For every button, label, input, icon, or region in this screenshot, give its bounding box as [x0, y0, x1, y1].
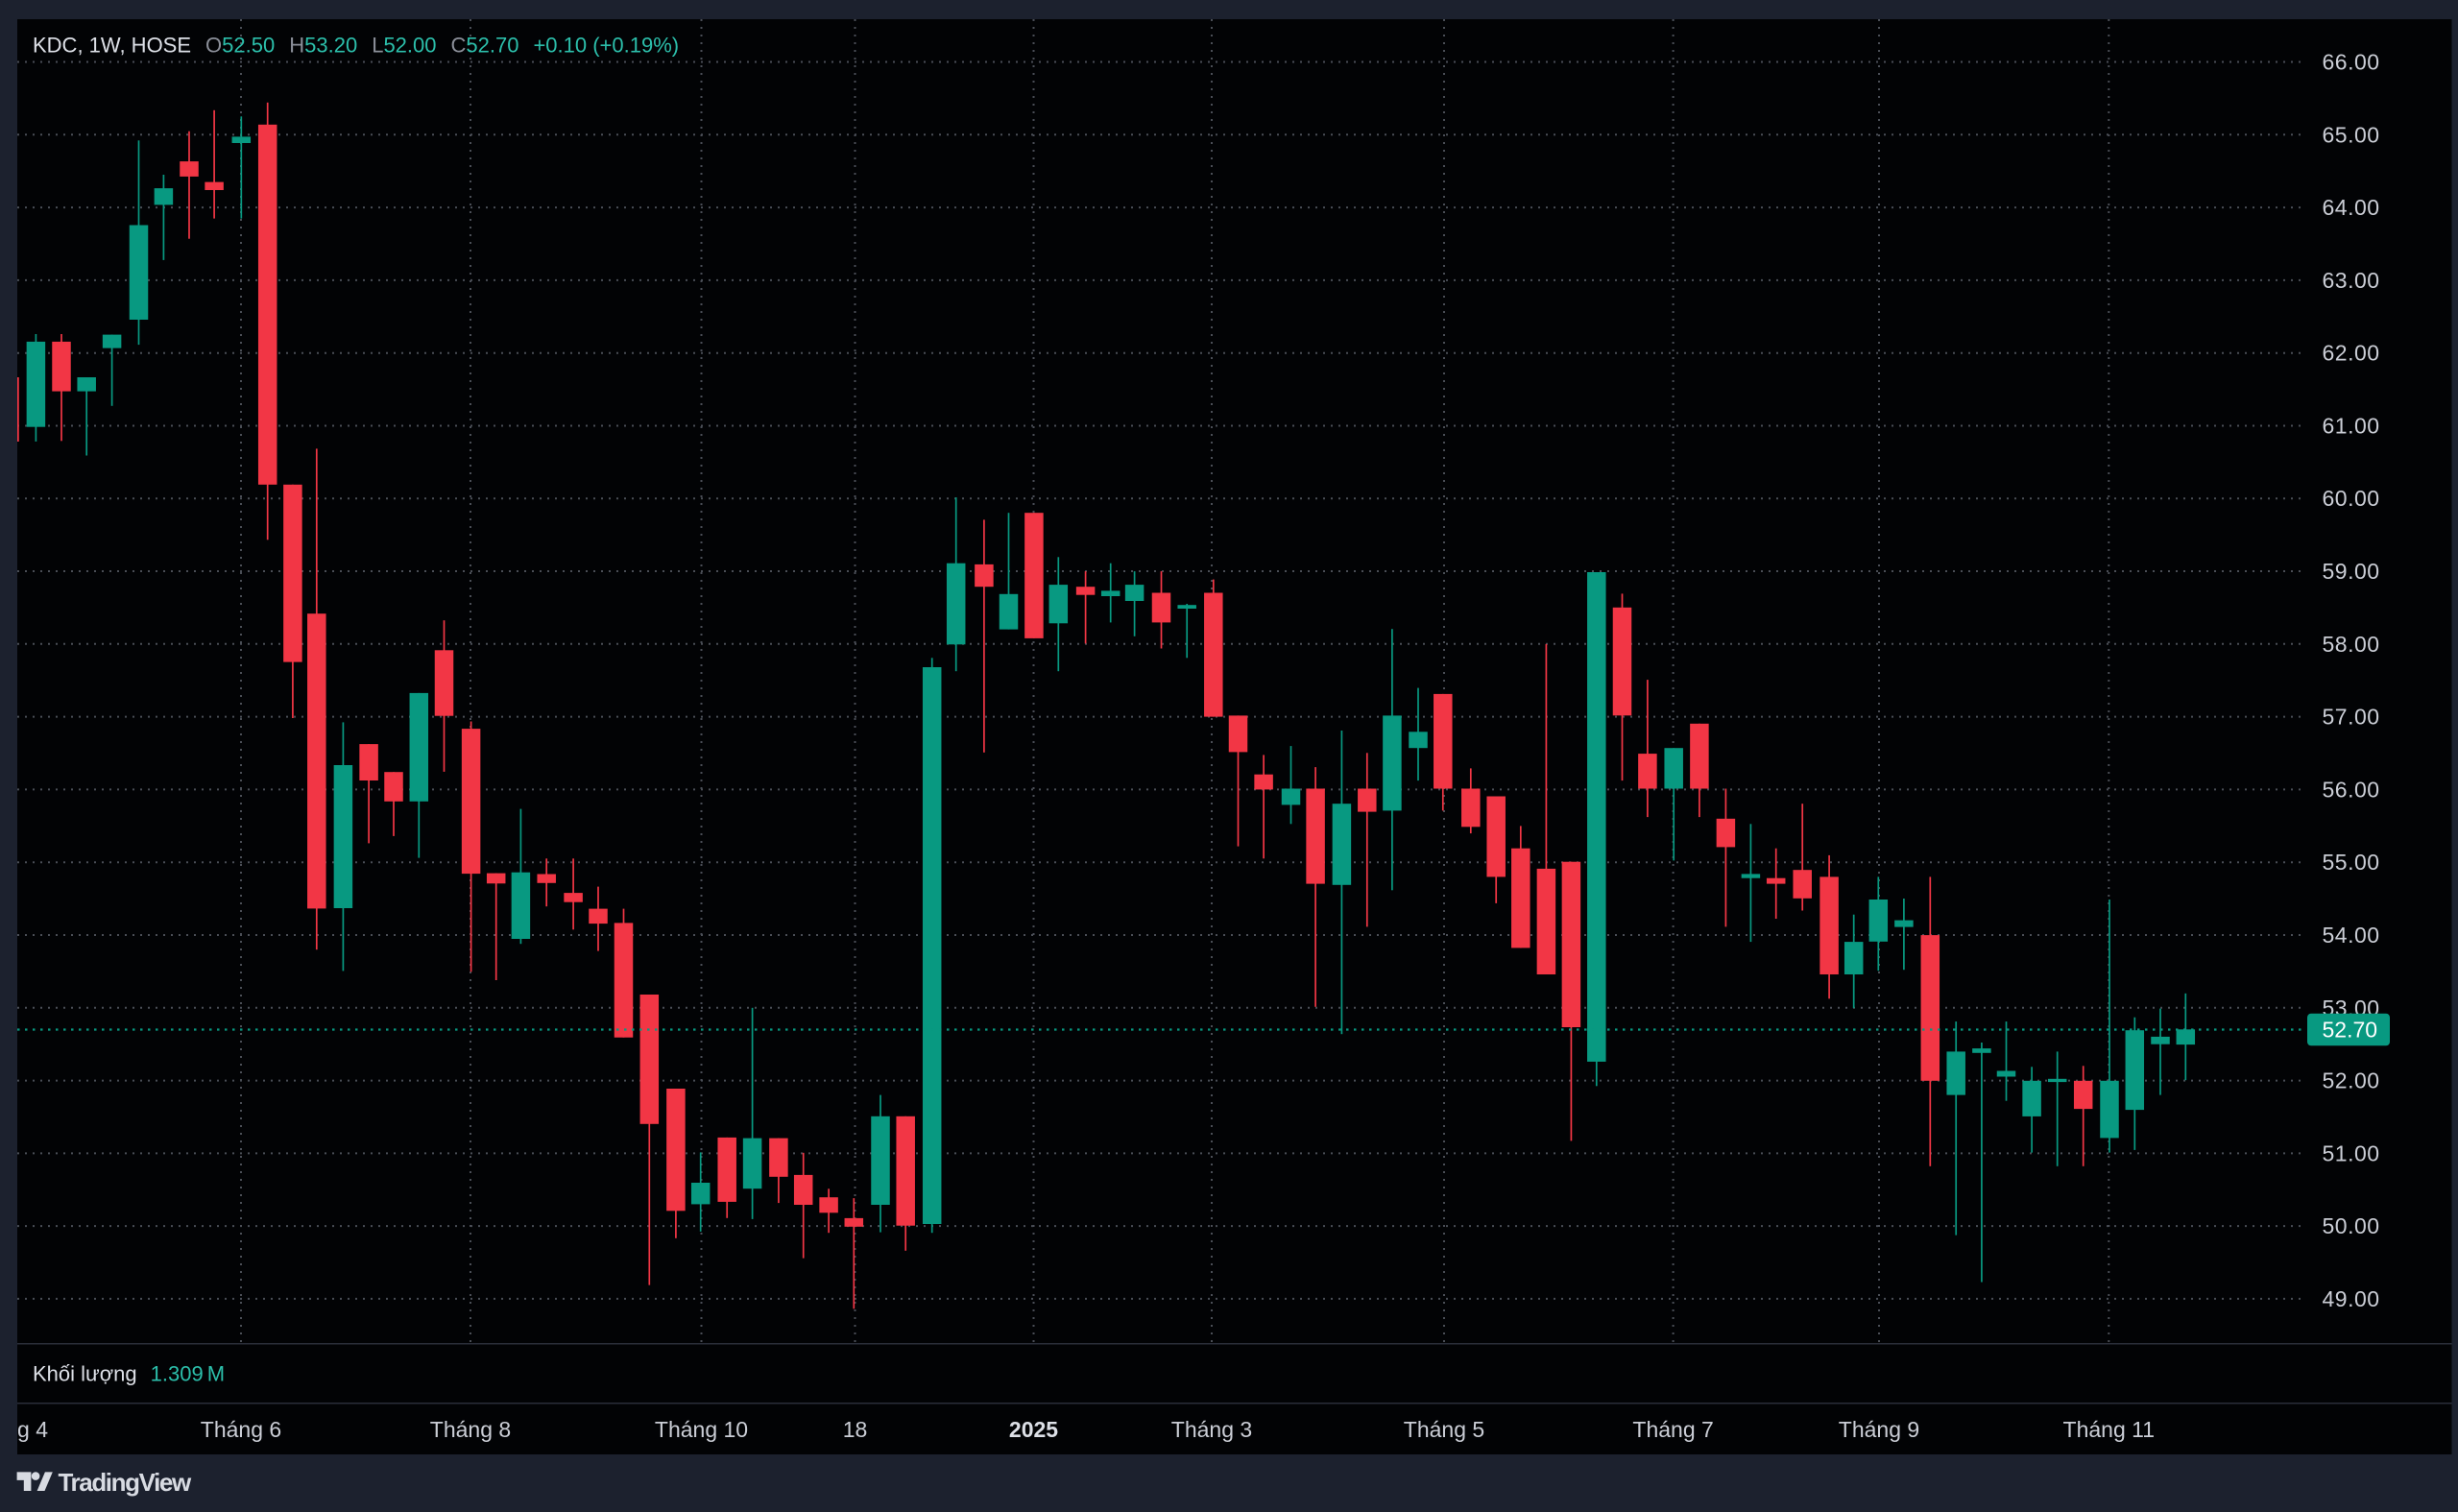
svg-text:Tháng 11: Tháng 11	[2063, 1417, 2155, 1442]
svg-text:Tháng 5: Tháng 5	[1404, 1417, 1484, 1442]
svg-text:62.00: 62.00	[2323, 341, 2380, 366]
svg-text:58.00: 58.00	[2323, 632, 2380, 657]
svg-text:64.00: 64.00	[2323, 195, 2380, 220]
svg-text:50.00: 50.00	[2323, 1213, 2380, 1238]
svg-text:60.00: 60.00	[2323, 486, 2380, 511]
svg-text:65.00: 65.00	[2323, 122, 2380, 147]
svg-text:66.00: 66.00	[2323, 50, 2380, 75]
svg-text:Tháng 6: Tháng 6	[201, 1417, 281, 1442]
svg-text:54.00: 54.00	[2323, 923, 2380, 948]
svg-text:Tháng 4: Tháng 4	[0, 1417, 48, 1442]
svg-text:51.00: 51.00	[2323, 1140, 2380, 1165]
svg-text:57.00: 57.00	[2323, 705, 2380, 730]
svg-text:61.00: 61.00	[2323, 414, 2380, 439]
svg-text:Tháng 7: Tháng 7	[1632, 1417, 1713, 1442]
svg-text:18: 18	[843, 1417, 868, 1442]
svg-text:49.00: 49.00	[2323, 1286, 2380, 1311]
svg-text:Tháng 8: Tháng 8	[430, 1417, 511, 1442]
svg-text:55.00: 55.00	[2323, 850, 2380, 875]
svg-text:Tháng 3: Tháng 3	[1171, 1417, 1252, 1442]
svg-text:59.00: 59.00	[2323, 559, 2380, 584]
svg-text:TradingView: TradingView	[59, 1468, 192, 1497]
svg-text:52.00: 52.00	[2323, 1068, 2380, 1093]
svg-text:Tháng 10: Tháng 10	[655, 1417, 748, 1442]
svg-text:56.00: 56.00	[2323, 777, 2380, 802]
svg-text:Tháng 9: Tháng 9	[1839, 1417, 1919, 1442]
svg-text:2025: 2025	[1009, 1417, 1058, 1442]
svg-text:63.00: 63.00	[2323, 268, 2380, 293]
svg-text:52.70: 52.70	[2323, 1018, 2378, 1043]
